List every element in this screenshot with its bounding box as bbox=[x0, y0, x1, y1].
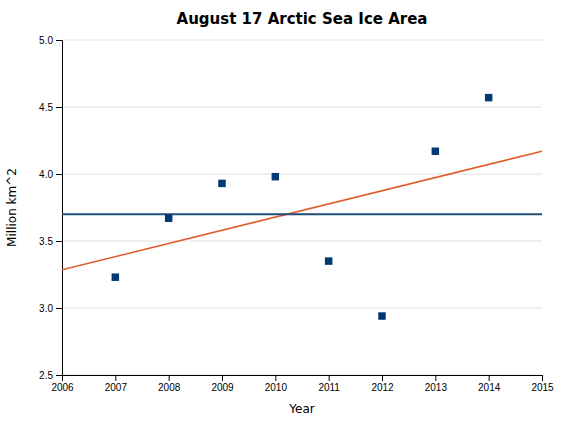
y-tick-label: 3.0 bbox=[39, 303, 53, 314]
y-tick-mark bbox=[56, 107, 62, 108]
y-tick-label: 5.0 bbox=[39, 35, 53, 46]
y-tick: 5.0 bbox=[39, 35, 62, 46]
point bbox=[272, 173, 279, 180]
x-tick-label: 2014 bbox=[478, 382, 501, 393]
point bbox=[432, 147, 439, 154]
x-tick-label: 2011 bbox=[318, 382, 340, 393]
x-tick-label: 2007 bbox=[105, 382, 128, 393]
mean-line bbox=[62, 213, 542, 215]
x-axis: 2006 2007 2008 2009 2010 2011 2012 2013 2014 2015 bbox=[51, 375, 554, 393]
y-tick-label: 4.0 bbox=[39, 169, 53, 180]
point bbox=[325, 257, 332, 264]
y-tick-label: 2.5 bbox=[39, 370, 53, 381]
y-tick-mark bbox=[56, 241, 62, 242]
x-tick-mark bbox=[329, 375, 330, 381]
y-tick: 3.5 bbox=[39, 236, 62, 247]
y-tick: 4.5 bbox=[39, 102, 62, 113]
x-tick-mark bbox=[382, 375, 383, 381]
x-tick-mark bbox=[435, 375, 436, 381]
grid bbox=[62, 40, 542, 375]
x-tick-mark bbox=[489, 375, 490, 381]
y-tick-mark bbox=[56, 375, 62, 376]
x-tick: 2015 bbox=[531, 375, 554, 393]
x-tick: 2013 bbox=[425, 375, 448, 393]
trend-line bbox=[62, 151, 542, 270]
x-tick: 2010 bbox=[265, 375, 288, 393]
x-tick-mark bbox=[169, 375, 170, 381]
title: August 17 Arctic Sea Ice Area bbox=[177, 10, 428, 28]
plot: 2006 2007 2008 2009 2010 2011 2012 2013 2014 2015… bbox=[39, 35, 554, 393]
grid-line bbox=[62, 308, 542, 309]
x-tick: 2009 bbox=[211, 375, 234, 393]
point bbox=[165, 214, 172, 221]
x-tick-label: 2015 bbox=[531, 382, 554, 393]
x-tick-label: 2008 bbox=[158, 382, 181, 393]
x-tick-label: 2013 bbox=[425, 382, 448, 393]
grid-line bbox=[62, 241, 542, 242]
y-tick-mark bbox=[56, 174, 62, 175]
y-axis-title: Million km^2 bbox=[5, 168, 19, 247]
x-tick: 2007 bbox=[105, 375, 128, 393]
point bbox=[112, 273, 119, 280]
x-tick-label: 2010 bbox=[265, 382, 288, 393]
x-tick-mark bbox=[542, 375, 543, 381]
y-tick-label: 3.5 bbox=[39, 236, 53, 247]
x-tick-mark bbox=[222, 375, 223, 381]
x-tick: 2008 bbox=[158, 375, 181, 393]
y-tick-label: 4.5 bbox=[39, 102, 53, 113]
x-tick-label: 2009 bbox=[211, 382, 234, 393]
y-axis-line bbox=[56, 41, 63, 376]
grid-line bbox=[62, 107, 542, 108]
x-tick-mark bbox=[275, 375, 276, 381]
marks bbox=[62, 94, 542, 320]
x-tick: 2011 bbox=[318, 375, 340, 393]
y-tick-mark bbox=[56, 40, 62, 41]
x-tick-label: 2012 bbox=[371, 382, 394, 393]
grid-line bbox=[62, 174, 542, 175]
x-tick-mark bbox=[115, 375, 116, 381]
chart: 2006 2007 2008 2009 2010 2011 2012 2013 2014 2015… bbox=[0, 0, 564, 425]
y-tick: 2.5 bbox=[39, 370, 62, 381]
point bbox=[378, 312, 385, 319]
point bbox=[485, 94, 492, 101]
x-tick: 2006 bbox=[51, 375, 74, 393]
x-axis-line bbox=[63, 376, 543, 382]
y-tick: 3.0 bbox=[39, 303, 62, 314]
y-tick-mark bbox=[56, 308, 62, 309]
x-axis-title: Year bbox=[288, 402, 314, 416]
x-tick: 2014 bbox=[478, 375, 501, 393]
x-tick: 2012 bbox=[371, 375, 394, 393]
grid-line bbox=[62, 40, 542, 41]
point bbox=[218, 180, 225, 187]
x-tick-label: 2006 bbox=[51, 382, 74, 393]
y-tick: 4.0 bbox=[39, 169, 62, 180]
y-axis: 2.5 3.0 3.5 4.0 4.5 5.0 bbox=[39, 35, 62, 381]
